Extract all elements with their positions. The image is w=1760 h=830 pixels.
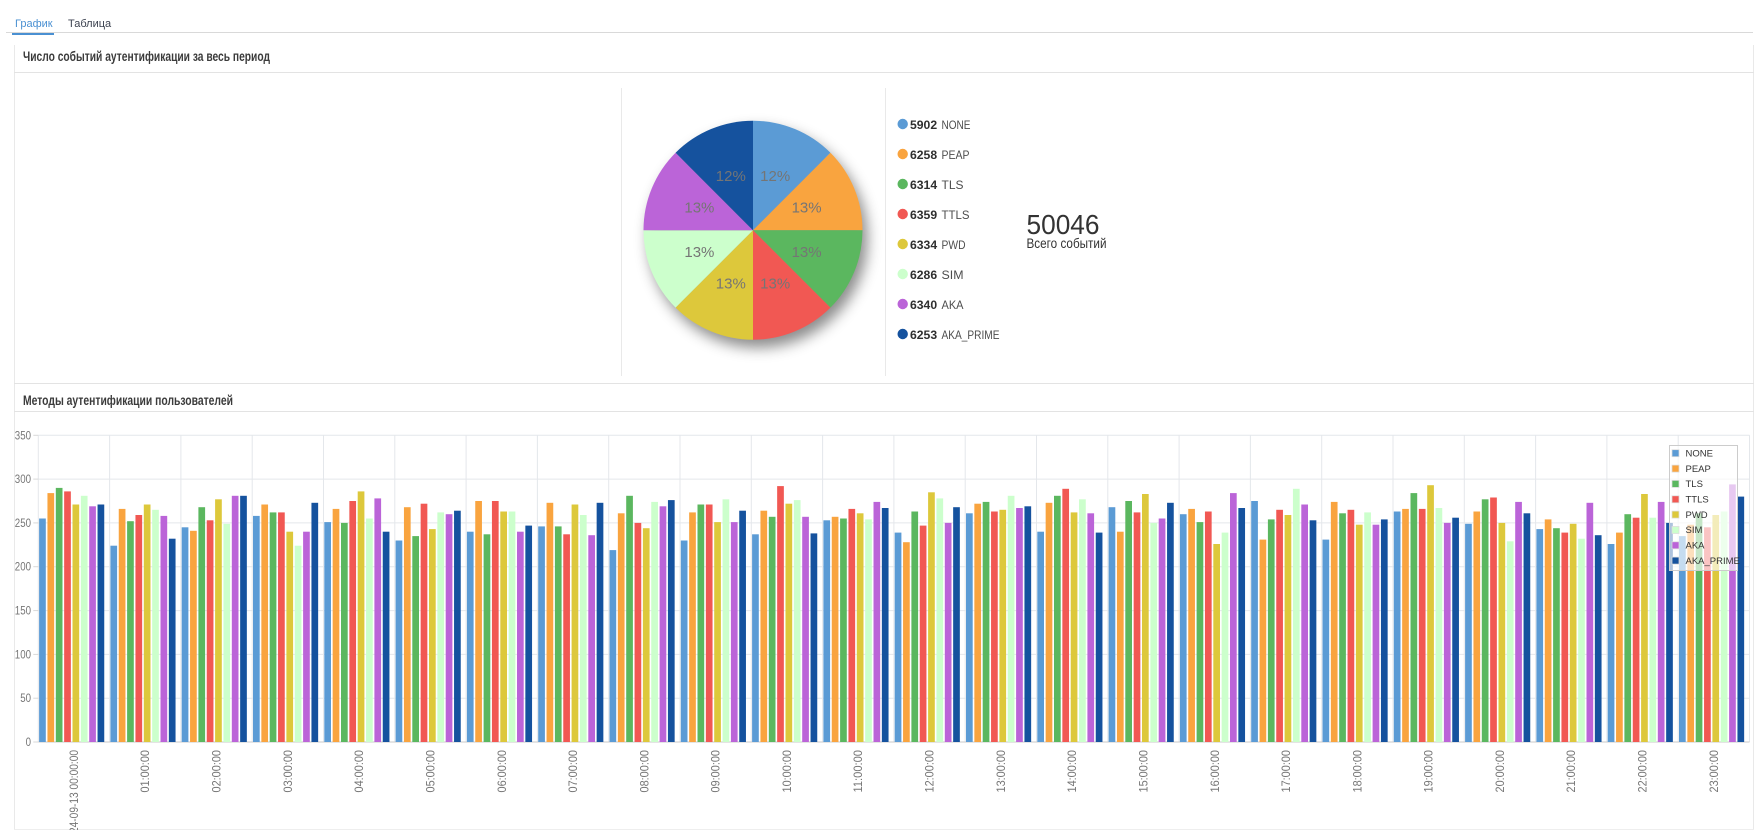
svg-text:200: 200 (15, 562, 31, 574)
svg-text:13%: 13% (792, 200, 822, 217)
svg-text:TTLS: TTLS (1686, 494, 1709, 505)
svg-text:350: 350 (15, 430, 31, 442)
svg-text:13%: 13% (716, 275, 746, 292)
svg-text:05:00:00: 05:00:00 (425, 750, 437, 793)
svg-text:100: 100 (15, 649, 31, 661)
svg-text:09:00:00: 09:00:00 (711, 750, 723, 793)
svg-text:13%: 13% (684, 200, 714, 217)
svg-text:06:00:00: 06:00:00 (497, 750, 509, 793)
svg-text:14:00:00: 14:00:00 (1067, 750, 1079, 793)
svg-text:02:00:00: 02:00:00 (212, 750, 224, 793)
svg-text:24-09-13 00:00:00: 24-09-13 00:00:00 (69, 750, 81, 830)
svg-text:15:00:00: 15:00:00 (1138, 750, 1150, 793)
svg-text:5902: 5902 (910, 118, 937, 132)
svg-text:6314: 6314 (910, 178, 937, 192)
svg-text:13:00:00: 13:00:00 (996, 750, 1008, 793)
svg-text:04:00:00: 04:00:00 (354, 750, 366, 793)
svg-text:6258: 6258 (910, 148, 937, 162)
svg-text:19:00:00: 19:00:00 (1424, 750, 1436, 793)
svg-text:50: 50 (20, 693, 31, 705)
svg-text:250: 250 (15, 518, 31, 530)
svg-text:03:00:00: 03:00:00 (283, 750, 295, 793)
svg-text:13%: 13% (684, 244, 714, 261)
svg-text:AKA_PRIME: AKA_PRIME (1686, 556, 1740, 567)
svg-text:07:00:00: 07:00:00 (568, 750, 580, 793)
svg-text:300: 300 (15, 474, 31, 486)
svg-text:Всего событий: Всего событий (1027, 236, 1107, 251)
svg-text:01:00:00: 01:00:00 (140, 750, 152, 793)
svg-text:NONE: NONE (942, 118, 971, 132)
svg-text:Число событий аутентификации з: Число событий аутентификации за весь пер… (23, 48, 270, 64)
svg-text:PWD: PWD (1686, 510, 1708, 521)
svg-text:6359: 6359 (910, 208, 937, 222)
svg-text:AKA: AKA (942, 298, 965, 312)
svg-text:11:00:00: 11:00:00 (853, 750, 865, 793)
svg-text:50046: 50046 (1027, 209, 1100, 240)
svg-text:SIM: SIM (1686, 525, 1703, 536)
svg-text:150: 150 (15, 606, 31, 618)
svg-text:AKA: AKA (1686, 541, 1706, 552)
svg-text:TLS: TLS (942, 178, 964, 192)
svg-text:6340: 6340 (910, 298, 937, 312)
svg-text:6286: 6286 (910, 268, 937, 282)
svg-text:21:00:00: 21:00:00 (1566, 750, 1578, 793)
svg-text:NONE: NONE (1686, 448, 1713, 459)
svg-text:6253: 6253 (910, 328, 937, 342)
svg-text:SIM: SIM (942, 268, 964, 282)
svg-text:13%: 13% (760, 275, 790, 292)
svg-text:AKA_PRIME: AKA_PRIME (942, 328, 1000, 342)
svg-text:6334: 6334 (910, 238, 937, 252)
svg-text:Методы аутентификации пользова: Методы аутентификации пользователей (23, 392, 233, 408)
svg-text:0: 0 (26, 737, 31, 749)
svg-text:20:00:00: 20:00:00 (1495, 750, 1507, 793)
svg-text:PWD: PWD (942, 238, 966, 252)
svg-text:23:00:00: 23:00:00 (1709, 750, 1721, 793)
svg-text:PEAP: PEAP (942, 148, 970, 162)
svg-text:13%: 13% (792, 244, 822, 261)
svg-text:18:00:00: 18:00:00 (1352, 750, 1364, 793)
svg-text:TTLS: TTLS (942, 208, 970, 222)
svg-text:08:00:00: 08:00:00 (639, 750, 651, 793)
svg-text:22:00:00: 22:00:00 (1638, 750, 1650, 793)
svg-text:12:00:00: 12:00:00 (925, 750, 937, 793)
svg-text:12%: 12% (760, 168, 790, 185)
svg-text:TLS: TLS (1686, 479, 1703, 490)
svg-text:17:00:00: 17:00:00 (1281, 750, 1293, 793)
svg-text:PEAP: PEAP (1686, 464, 1711, 475)
svg-text:10:00:00: 10:00:00 (782, 750, 794, 793)
svg-text:16:00:00: 16:00:00 (1210, 750, 1222, 793)
svg-text:12%: 12% (716, 168, 746, 185)
